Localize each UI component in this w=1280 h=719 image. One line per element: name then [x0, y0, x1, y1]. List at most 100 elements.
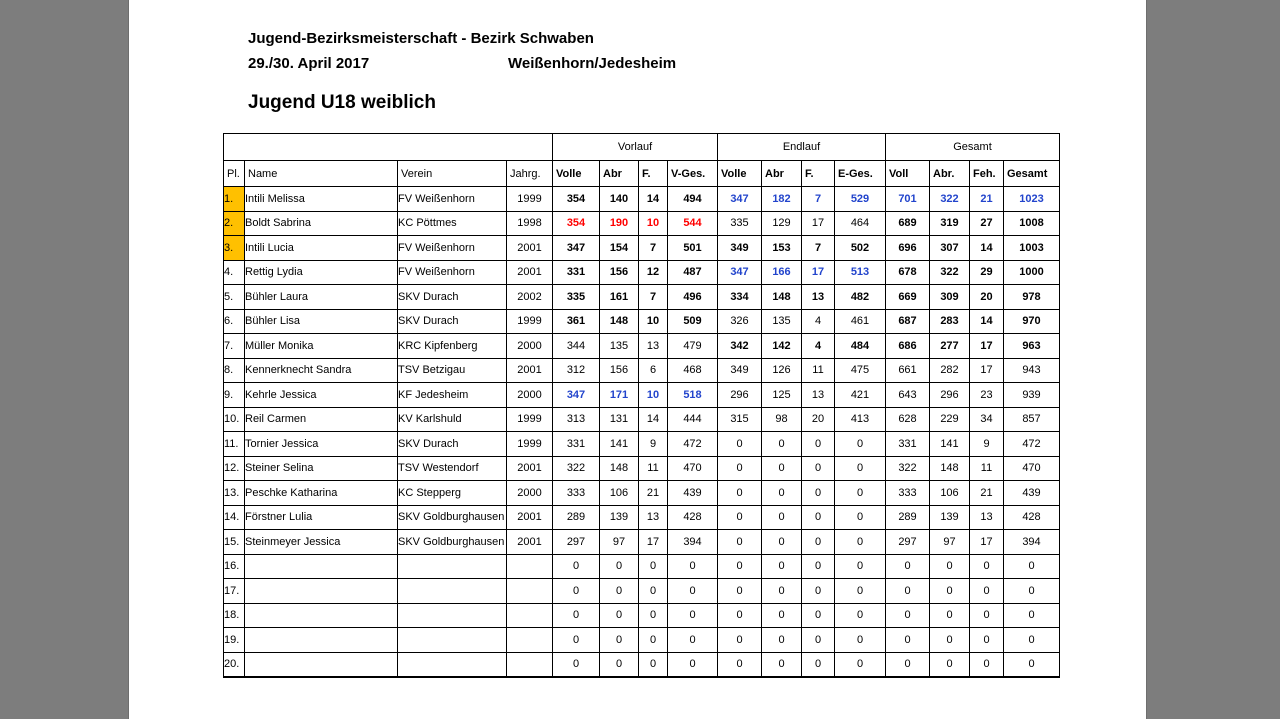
cell-gesamt-0: 628: [885, 406, 930, 432]
cell-endlauf-0: 0: [717, 627, 762, 653]
cell-vorlauf-0: 0: [552, 602, 600, 628]
cell-gesamt-0: 686: [885, 333, 930, 359]
table-row: 10. Reil Carmen KV Karlshuld 1999 313 131 14 44…: [223, 406, 1060, 432]
cell-club: SKV Goldburghausen: [397, 529, 507, 555]
cell-gesamt-2: 0: [969, 627, 1004, 653]
cell-vorlauf-2: 7: [638, 235, 668, 261]
cell-club: FV Weißenhorn: [397, 259, 507, 285]
cell-endlauf-2: 0: [801, 455, 835, 481]
cell-rank: 1.: [223, 186, 245, 212]
cell-birthyear: 2000: [506, 382, 553, 408]
cell-endlauf-3: 0: [834, 480, 886, 506]
group-header-vorlauf: Vorlauf: [552, 133, 718, 161]
cell-endlauf-1: 129: [761, 210, 802, 236]
cell-vorlauf-1: 139: [599, 504, 639, 530]
cell-rank: 6.: [223, 308, 245, 334]
cell-birthyear: 1998: [506, 210, 553, 236]
table-row: 3. Intili Lucia FV Weißenhorn 2001 347 154 7 50…: [223, 235, 1060, 261]
cell-vorlauf-2: 14: [638, 406, 668, 432]
cell-gesamt-0: 322: [885, 455, 930, 481]
cell-gesamt-2: 0: [969, 553, 1004, 579]
cell-endlauf-3: 502: [834, 235, 886, 261]
cell-endlauf-0: 0: [717, 602, 762, 628]
cell-gesamt-0: 669: [885, 284, 930, 310]
cell-endlauf-2: 17: [801, 210, 835, 236]
cell-birthyear: 2000: [506, 480, 553, 506]
cell-rank: 17.: [223, 578, 245, 604]
cell-endlauf-0: 347: [717, 186, 762, 212]
cell-name: Boldt Sabrina: [244, 210, 398, 236]
cell-endlauf-2: 17: [801, 259, 835, 285]
cell-vorlauf-0: 347: [552, 235, 600, 261]
cell-gesamt-1: 0: [929, 602, 970, 628]
cell-birthyear: 2001: [506, 529, 553, 555]
cell-gesamt-0: 701: [885, 186, 930, 212]
cell-name: Intili Lucia: [244, 235, 398, 261]
cell-vorlauf-2: 0: [638, 627, 668, 653]
table-row: 13. Peschke Katharina KC Stepperg 2000 333 10…: [223, 480, 1060, 506]
cell-vorlauf-2: 10: [638, 210, 668, 236]
cell-vorlauf-3: 487: [667, 259, 718, 285]
cell-vorlauf-2: 0: [638, 578, 668, 604]
cell-vorlauf-2: 13: [638, 333, 668, 359]
column-header-g-abr: Abr.: [929, 160, 970, 187]
cell-endlauf-1: 153: [761, 235, 802, 261]
cell-endlauf-0: 0: [717, 431, 762, 457]
cell-endlauf-1: 135: [761, 308, 802, 334]
cell-endlauf-3: 529: [834, 186, 886, 212]
cell-endlauf-3: 0: [834, 578, 886, 604]
cell-vorlauf-3: 472: [667, 431, 718, 457]
cell-gesamt-3: 394: [1003, 529, 1060, 555]
cell-birthyear: 1999: [506, 186, 553, 212]
cell-vorlauf-0: 333: [552, 480, 600, 506]
table-row: 17. 0 0 0 0 0 0 0 0 0 0 0 0: [223, 578, 1060, 604]
cell-name: Kennerknecht Sandra: [244, 357, 398, 383]
cell-endlauf-1: 0: [761, 602, 802, 628]
cell-gesamt-3: 428: [1003, 504, 1060, 530]
cell-birthyear: 2001: [506, 455, 553, 481]
document-page: Jugend-Bezirksmeisterschaft - Bezirk Sch…: [128, 0, 1147, 719]
table-row: 1. Intili Melissa FV Weißenhorn 1999 354 140 1…: [223, 186, 1060, 212]
cell-birthyear: 2001: [506, 504, 553, 530]
table-row: 11. Tornier Jessica SKV Durach 1999 331 141 9 4…: [223, 431, 1060, 457]
cell-endlauf-2: 0: [801, 627, 835, 653]
cell-vorlauf-1: 161: [599, 284, 639, 310]
cell-gesamt-3: 439: [1003, 480, 1060, 506]
cell-endlauf-3: 0: [834, 602, 886, 628]
cell-gesamt-2: 17: [969, 357, 1004, 383]
cell-endlauf-0: 349: [717, 357, 762, 383]
cell-gesamt-3: 939: [1003, 382, 1060, 408]
cell-gesamt-3: 1003: [1003, 235, 1060, 261]
cell-endlauf-0: 0: [717, 529, 762, 555]
cell-gesamt-0: 687: [885, 308, 930, 334]
cell-endlauf-3: 0: [834, 651, 886, 678]
cell-vorlauf-1: 148: [599, 455, 639, 481]
cell-vorlauf-1: 171: [599, 382, 639, 408]
cell-endlauf-0: 0: [717, 651, 762, 678]
cell-gesamt-3: 963: [1003, 333, 1060, 359]
cell-birthyear: 1999: [506, 406, 553, 432]
cell-vorlauf-1: 148: [599, 308, 639, 334]
cell-rank: 4.: [223, 259, 245, 285]
cell-endlauf-0: 347: [717, 259, 762, 285]
cell-endlauf-3: 0: [834, 455, 886, 481]
cell-gesamt-2: 21: [969, 480, 1004, 506]
cell-endlauf-1: 0: [761, 553, 802, 579]
cell-vorlauf-3: 544: [667, 210, 718, 236]
cell-vorlauf-1: 140: [599, 186, 639, 212]
cell-birthyear: 2000: [506, 333, 553, 359]
table-row: 2. Boldt Sabrina KC Pöttmes 1998 354 190 10 544…: [223, 210, 1060, 236]
table-row: 18. 0 0 0 0 0 0 0 0 0 0 0 0: [223, 602, 1060, 628]
cell-vorlauf-3: 518: [667, 382, 718, 408]
cell-vorlauf-3: 470: [667, 455, 718, 481]
cell-vorlauf-3: 509: [667, 308, 718, 334]
cell-gesamt-3: 943: [1003, 357, 1060, 383]
cell-vorlauf-2: 14: [638, 186, 668, 212]
cell-gesamt-0: 661: [885, 357, 930, 383]
cell-club: SKV Durach: [397, 431, 507, 457]
cell-endlauf-2: 0: [801, 480, 835, 506]
cell-vorlauf-0: 331: [552, 431, 600, 457]
cell-endlauf-3: 464: [834, 210, 886, 236]
cell-vorlauf-0: 0: [552, 651, 600, 678]
cell-gesamt-0: 0: [885, 651, 930, 678]
